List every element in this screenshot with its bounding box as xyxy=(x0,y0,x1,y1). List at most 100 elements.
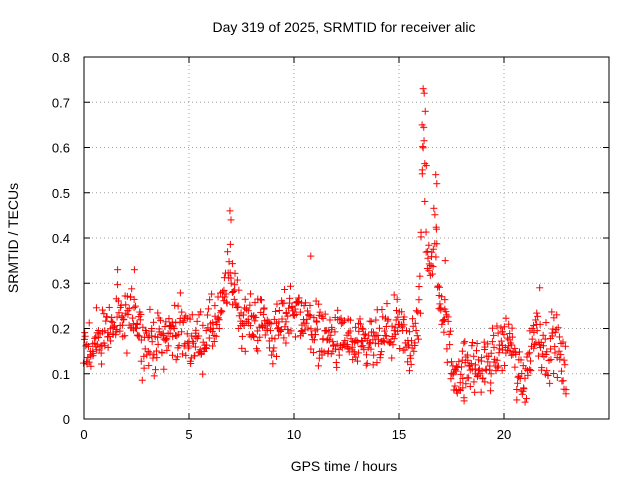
data-point xyxy=(363,359,371,367)
data-point xyxy=(169,323,177,331)
data-point xyxy=(440,328,448,336)
data-point xyxy=(542,319,550,327)
data-point xyxy=(118,312,126,320)
data-point xyxy=(433,180,441,188)
data-point xyxy=(84,342,92,350)
data-point xyxy=(334,306,342,314)
data-point xyxy=(548,308,556,316)
data-point xyxy=(471,388,479,396)
data-point xyxy=(418,166,426,174)
data-point xyxy=(223,298,231,306)
data-point xyxy=(154,333,162,341)
data-point xyxy=(458,347,466,355)
data-point xyxy=(158,348,166,356)
data-point xyxy=(187,359,195,367)
data-point xyxy=(178,308,186,316)
data-point xyxy=(160,365,168,373)
data-point xyxy=(92,304,100,312)
data-point xyxy=(214,315,222,323)
data-point xyxy=(498,367,506,375)
data-point xyxy=(493,356,501,364)
data-point xyxy=(551,349,559,357)
data-point xyxy=(412,327,420,335)
data-point xyxy=(150,372,158,380)
data-point xyxy=(416,272,424,280)
data-point xyxy=(140,364,148,372)
data-point xyxy=(475,366,483,374)
data-point xyxy=(287,282,295,290)
data-point xyxy=(526,366,534,374)
data-point xyxy=(285,304,293,312)
data-point xyxy=(388,354,396,362)
data-point xyxy=(292,310,300,318)
data-point xyxy=(410,347,418,355)
data-point xyxy=(319,335,327,343)
data-point xyxy=(442,308,450,316)
data-point xyxy=(154,340,162,348)
data-point xyxy=(178,328,186,336)
data-point xyxy=(398,308,406,316)
data-point xyxy=(541,335,549,343)
data-point xyxy=(192,333,200,341)
data-point xyxy=(389,341,397,349)
data-point xyxy=(512,349,520,357)
data-point xyxy=(352,353,360,361)
axis-ticks xyxy=(83,56,609,420)
data-point xyxy=(515,348,523,356)
data-point xyxy=(432,225,440,233)
data-point xyxy=(352,323,360,331)
data-point xyxy=(227,279,235,287)
data-point xyxy=(522,365,530,373)
data-point xyxy=(513,385,521,393)
data-point xyxy=(272,307,280,315)
data-point xyxy=(123,349,131,357)
data-point xyxy=(277,326,285,334)
data-point xyxy=(146,349,154,357)
data-point xyxy=(299,329,307,337)
data-point xyxy=(471,361,479,369)
data-point xyxy=(235,286,243,294)
data-point xyxy=(162,334,170,342)
data-point xyxy=(195,332,203,340)
data-point xyxy=(468,342,476,350)
data-point xyxy=(383,300,391,308)
data-point xyxy=(506,347,514,355)
data-point xyxy=(189,337,197,345)
data-point xyxy=(456,379,464,387)
data-point xyxy=(404,341,412,349)
y-tick-label: 0.8 xyxy=(52,50,70,65)
data-point xyxy=(495,349,503,357)
data-point xyxy=(376,354,384,362)
data-point xyxy=(506,330,514,338)
data-point xyxy=(164,342,172,350)
data-point xyxy=(550,369,558,377)
data-point xyxy=(150,318,158,326)
chart-title: Day 319 of 2025, SRMTID for receiver ali… xyxy=(213,19,476,35)
data-point xyxy=(455,358,463,366)
data-point xyxy=(94,326,102,334)
data-point xyxy=(310,336,318,344)
data-point xyxy=(384,315,392,323)
data-point xyxy=(105,303,113,311)
data-point xyxy=(466,383,474,391)
y-tick-label: 0.7 xyxy=(52,95,70,110)
data-point xyxy=(212,332,220,340)
data-point xyxy=(432,253,440,261)
data-point xyxy=(246,322,254,330)
data-point xyxy=(543,367,551,375)
data-point xyxy=(532,316,540,324)
data-point xyxy=(508,333,516,341)
data-point xyxy=(89,352,97,360)
data-point xyxy=(539,342,547,350)
data-point xyxy=(130,266,138,274)
data-point xyxy=(326,336,334,344)
data-point xyxy=(270,344,278,352)
data-point xyxy=(462,380,470,388)
data-point xyxy=(252,313,260,321)
data-point xyxy=(163,335,171,343)
data-point xyxy=(511,344,519,352)
data-point xyxy=(265,319,273,327)
data-point xyxy=(507,351,515,359)
data-point xyxy=(135,332,143,340)
data-point xyxy=(355,349,363,357)
